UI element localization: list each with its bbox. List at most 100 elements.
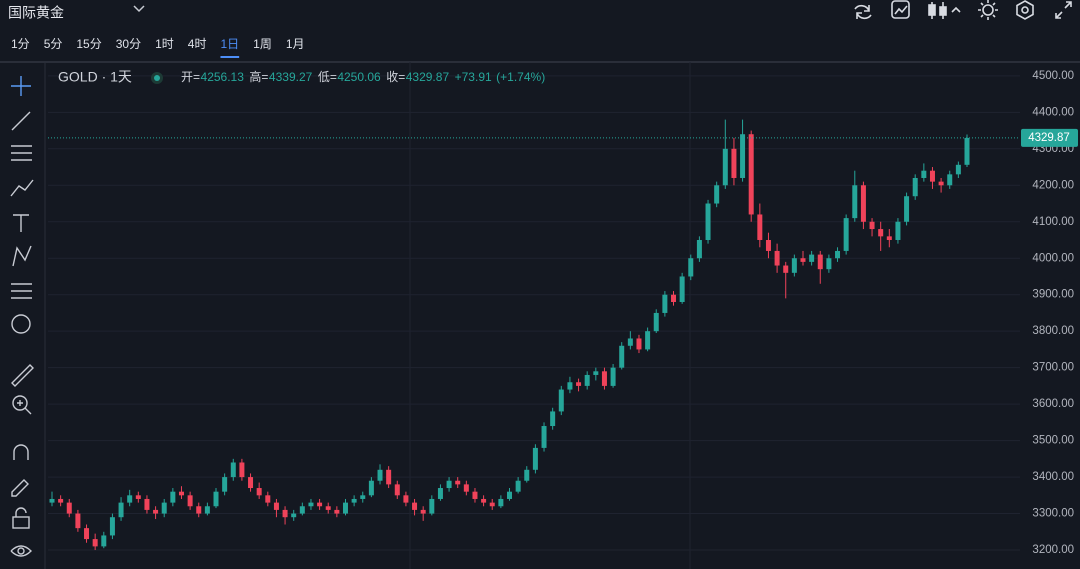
last-price-label: 4329.87 — [1028, 132, 1070, 144]
active-underline — [220, 56, 240, 58]
settings-center — [1021, 6, 1029, 14]
theme-icon[interactable] — [982, 4, 994, 16]
lock-tool[interactable] — [12, 516, 30, 529]
candle-body — [947, 174, 953, 186]
pattern-tool[interactable] — [12, 245, 32, 267]
candle-body — [852, 185, 858, 219]
candle-body — [360, 495, 366, 499]
candle-body — [507, 491, 512, 499]
candle-body — [722, 148, 728, 186]
compare-icon[interactable] — [891, 0, 910, 19]
candle-body — [671, 294, 677, 303]
candle-body — [170, 491, 176, 503]
timeframe-button[interactable]: 1时 — [155, 37, 174, 51]
candle-body — [368, 480, 374, 496]
timeframe-button[interactable]: 5分 — [44, 37, 63, 51]
grid: 3200.00 3300.00 3400.00 3500.00 3600.00 3700.… — [48, 70, 1074, 556]
candle-body — [696, 239, 702, 259]
fib-tool[interactable] — [11, 145, 32, 161]
candle-body — [627, 338, 633, 346]
candle-body — [800, 258, 806, 262]
candle-body — [230, 462, 236, 478]
candle-body — [938, 181, 944, 186]
fullscreen-icon[interactable] — [1055, 1, 1072, 19]
candle-body — [576, 382, 582, 386]
candle-body — [472, 491, 478, 499]
timeframe-button[interactable]: 4时 — [188, 37, 207, 51]
candle-body — [213, 491, 219, 507]
symbol-name[interactable]: 国际黄金 — [8, 5, 64, 21]
timeframe-button[interactable]: 1月 — [286, 37, 305, 51]
candle-body — [955, 164, 961, 175]
candle-body — [645, 331, 651, 350]
candle-body — [58, 498, 64, 503]
timeframe-bar: 1分 5分 15分 30分 1时 4时 1日 1周 1月 — [11, 37, 305, 58]
candle-body — [49, 498, 55, 503]
candle-type-body — [939, 6, 947, 16]
zoom-tool[interactable] — [12, 395, 28, 411]
candle-body — [567, 382, 573, 390]
candle-body — [783, 265, 789, 273]
timeframe-button[interactable]: 30分 — [116, 37, 141, 51]
ohlc-value: 4250.06 — [337, 70, 381, 84]
candle-body — [532, 447, 538, 470]
y-tick-label: 3900.00 — [1032, 289, 1074, 301]
y-tick-label: 3500.00 — [1032, 435, 1074, 447]
candle-body — [248, 477, 254, 489]
candle-body — [118, 502, 124, 518]
y-tick-label: 3800.00 — [1032, 325, 1074, 337]
candle-body — [222, 477, 228, 492]
candle-body — [619, 345, 625, 368]
candle-body — [92, 539, 98, 547]
settings-icon[interactable] — [1016, 0, 1034, 20]
candle-body — [291, 513, 297, 518]
y-tick-label: 3700.00 — [1032, 362, 1074, 374]
timeframe-button[interactable]: 15分 — [76, 37, 101, 51]
status-dot-core — [154, 75, 160, 81]
y-tick-label: 3300.00 — [1032, 508, 1074, 520]
ohlc-label: 开= — [181, 70, 200, 84]
emoji-tool[interactable] — [11, 314, 31, 334]
change-percent: (+1.74%) — [496, 70, 545, 84]
brush-tool[interactable] — [10, 179, 34, 197]
visibility-tool[interactable] — [10, 545, 32, 557]
visibility-pupil — [17, 547, 25, 555]
candle-body — [325, 506, 331, 510]
candle-body — [524, 469, 530, 481]
ruler-tool[interactable] — [11, 364, 34, 387]
ohlc-value: 4339.27 — [269, 70, 313, 84]
timeframe-button[interactable]: 1日 — [220, 37, 239, 51]
candle-body — [869, 221, 875, 230]
candle-body — [127, 495, 133, 503]
refresh-icon[interactable] — [854, 4, 872, 20]
candle-body — [912, 177, 918, 197]
line-tool[interactable] — [11, 111, 31, 131]
crosshair-tool[interactable] — [11, 76, 31, 96]
zoom-tool-plus — [17, 400, 32, 415]
timeframe-button[interactable]: 1周 — [253, 37, 272, 51]
candle-body — [774, 250, 780, 266]
magnet-tool[interactable] — [13, 444, 29, 460]
candle-body — [282, 509, 288, 518]
timeframe-button[interactable]: 1分 — [11, 37, 30, 51]
compare-line — [894, 5, 908, 15]
candle-body — [765, 239, 771, 251]
candle-body — [273, 502, 279, 510]
candle-body — [584, 374, 590, 386]
lock-draw-tool[interactable] — [11, 479, 29, 497]
candle-body — [791, 258, 797, 273]
candles: 4329.87 — [48, 119, 1078, 551]
dropdown-icon[interactable] — [133, 5, 145, 13]
text-tool[interactable] — [13, 214, 29, 232]
left-toolbar — [10, 76, 34, 557]
projection-tool[interactable] — [11, 283, 32, 299]
ohlc-value: 4256.13 — [201, 70, 245, 84]
y-tick-label: 4000.00 — [1032, 252, 1074, 264]
candle-body — [515, 480, 521, 492]
candle-body — [826, 258, 832, 270]
y-tick-label: 3200.00 — [1032, 544, 1074, 556]
candle-body — [731, 148, 737, 178]
candle-body — [558, 389, 564, 412]
